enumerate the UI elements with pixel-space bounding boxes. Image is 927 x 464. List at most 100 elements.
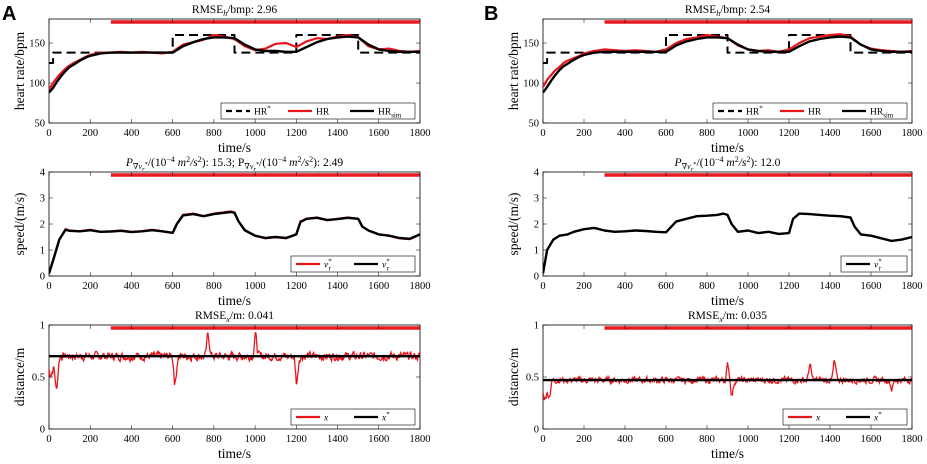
x-axis-label: time/s [218,446,251,461]
x-tick-label: 1200 [286,128,307,139]
legend-label-sup: * [759,105,763,113]
x-tick-label: 800 [206,434,222,445]
y-tick-label: 3 [534,194,539,205]
title-part: ∇v [133,162,143,171]
y-tick-label: 4 [534,168,540,179]
data-layer [543,33,912,94]
title-part: m [724,157,735,169]
x-axis-label: time/s [218,140,251,155]
x-tick-label: 200 [82,281,98,292]
y-tick-label: 150 [523,39,539,50]
legend-box [712,102,908,120]
legend-label-main: HR [378,108,392,118]
title-part: 2 [297,155,301,164]
legend-box [290,408,416,426]
x-tick-label: 1600 [368,434,389,445]
plots: 0 200 400 600 800 1000 1200 1400 1600 18005010015… [12,4,923,461]
title-part: ∇v [244,162,254,171]
legend: HR* HR HRsim [220,102,416,120]
x-tick-label: 200 [576,128,592,139]
y-tick-label: 0 [40,425,45,436]
y-tick-label: 50 [35,119,46,130]
series-hrsim [49,35,420,94]
legend-label-sub: sim [391,112,402,120]
x-tick-label: 200 [82,434,98,445]
legend-label: x [815,414,821,424]
title-part: * [145,161,148,168]
x-tick-label: 400 [617,128,633,139]
legend-label: HR [808,108,822,118]
x-tick-label: 800 [699,281,715,292]
x-axis-label: time/s [711,446,744,461]
x-tick-label: 1000 [245,281,266,292]
legend-label: v* r [324,258,332,273]
x-tick-label: 200 [576,281,592,292]
x-axis-label: time/s [711,293,744,308]
legend: HR* HR HRsim [712,102,908,120]
x-tick-label: 1400 [820,128,841,139]
legend-box [840,255,908,273]
title-part: RMSE [192,4,223,16]
legend-label-main: HR [870,108,884,118]
x-tick-label: 1000 [738,128,759,139]
series-hr [543,33,912,88]
title-part: /(10 [697,157,716,169]
x-tick-label: 400 [124,281,140,292]
title-part: * [693,161,696,168]
title-part: /s [738,157,747,169]
title-part: /s [189,157,198,169]
legend-label: x* [873,411,882,424]
y-axis-label: speed/(m/s) [506,193,521,256]
series-vr [543,212,912,274]
chart-B-speed: 0 200 400 600 800 1000 1200 1400 1600 1800 0 1 2 3 4 ti… [506,155,923,308]
chart-B-hr: 0 200 400 600 800 1000 1200 1400 1600 1800 50 100 15… [506,4,923,155]
y-axis-label: heart rate/bpm [506,31,521,110]
title-part: −4 [166,155,175,164]
y-tick-label: 0.5 [526,373,539,384]
legend-box [220,102,416,120]
x-tick-label: 1000 [738,281,759,292]
title-part: 2 [198,155,202,164]
y-tick-label: 100 [523,79,539,90]
legend-box [290,255,416,273]
x-tick-label: 1000 [245,128,266,139]
data-layer [49,210,420,274]
legend-label-sub: r [329,265,332,273]
plot-frame [48,18,421,124]
x-tick-label: 600 [165,434,181,445]
y-tick-label: 2 [40,220,45,231]
legend-label-main: HR [746,108,760,118]
title-part: m [286,157,297,169]
title-part: 2 [309,155,313,164]
y-tick-label: 1 [534,321,539,332]
y-axis-label: distance/m [506,347,521,406]
chart-title: RMSEx/m: 0.035 [688,310,767,324]
x-tick-label: 400 [124,434,140,445]
x-tick-label: 0 [46,128,51,139]
x-tick-label: 0 [46,434,51,445]
title-part: /bmp: 2.96 [227,4,277,16]
legend-label: v* r [382,258,390,273]
x-tick-label: 800 [206,281,222,292]
title-part: r [253,166,256,173]
y-tick-label: 1 [40,321,45,332]
legend-label-sup: * [386,411,390,419]
x-tick-label: 1600 [861,434,882,445]
title-part: P [125,157,133,169]
y-tick-label: 150 [29,39,45,50]
title-part: m [175,157,186,169]
panel-letter-a: A [2,3,16,25]
legend-label-sup: * [878,411,882,419]
data-layer [543,212,912,274]
x-tick-label: 1200 [779,434,800,445]
title-part: r [691,166,694,173]
title-part: /m: 0.035 [723,310,767,322]
y-tick-label: 1 [40,246,45,257]
x-tick-label: 1800 [410,128,431,139]
x-tick-label: 800 [206,128,222,139]
x-tick-label: 800 [699,434,715,445]
panel-letter-b: B [484,3,498,25]
x-tick-label: 600 [165,281,181,292]
title-part: h [223,9,227,18]
